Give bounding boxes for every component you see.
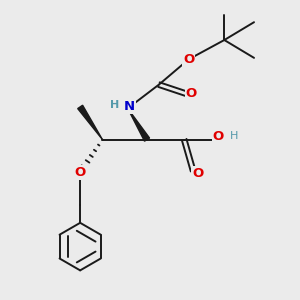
Text: O: O — [183, 53, 194, 66]
Text: H: H — [110, 100, 119, 110]
Text: O: O — [213, 130, 224, 142]
Text: O: O — [192, 167, 203, 180]
Polygon shape — [78, 105, 102, 140]
Text: H: H — [230, 131, 238, 141]
Polygon shape — [128, 108, 150, 141]
Text: O: O — [74, 166, 86, 179]
Text: O: O — [185, 87, 197, 100]
Text: N: N — [124, 100, 135, 113]
